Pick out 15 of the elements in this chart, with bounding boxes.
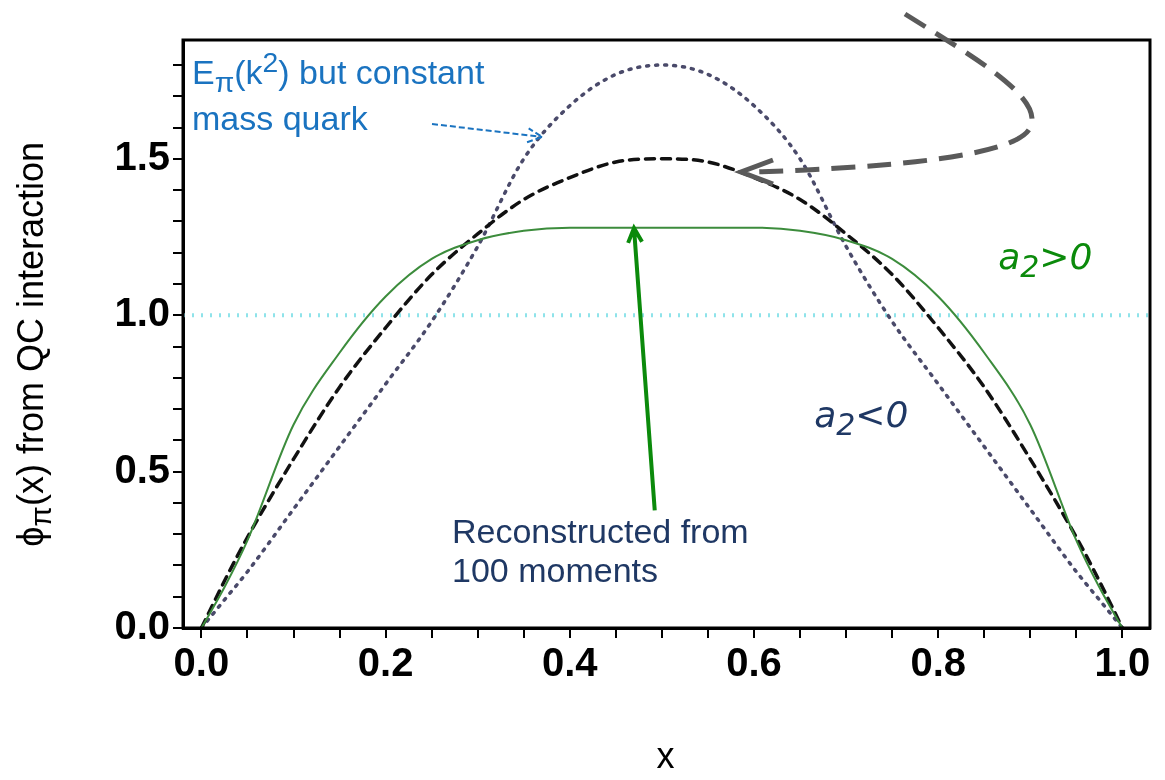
- x-tick-label: 0.4: [542, 640, 599, 685]
- x-tick-label: 0.2: [357, 640, 414, 685]
- x-tick-label: 1.0: [1094, 640, 1151, 685]
- x-tick-label: 0.6: [726, 640, 782, 685]
- y-tick-label: 0.0: [114, 603, 170, 648]
- x-tick-label: 0.8: [910, 640, 966, 685]
- x-tick-label: 0.0: [173, 640, 230, 685]
- annotation: Reconstructed from 100 moments: [452, 512, 750, 591]
- y-tick-label: 0.5: [114, 446, 170, 491]
- x-axis-title: x: [656, 735, 675, 777]
- y-tick-label: 1.5: [114, 133, 170, 178]
- y-tick-label: 1.0: [114, 290, 170, 335]
- series-label: a$_{2}$<0: [814, 394, 909, 443]
- series-label: a$_{2}$>0: [998, 236, 1093, 286]
- annotation: E$_{π}$(k$^{2}$) but constant mass quark: [192, 46, 486, 138]
